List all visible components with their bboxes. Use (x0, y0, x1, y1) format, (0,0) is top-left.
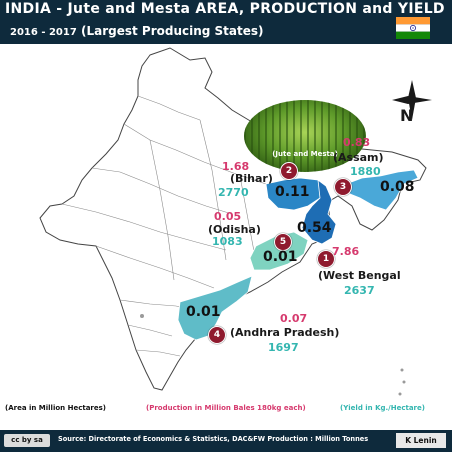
assam-name: (Assam) (333, 151, 384, 164)
title-bar: INDIA - Jute and Mesta AREA, PRODUCTION … (0, 0, 452, 44)
source-note: Source: Directorate of Economics & Stati… (58, 435, 369, 443)
assam-area: 0.08 (380, 179, 415, 195)
andhra-pradesh-production: 0.07 (280, 312, 308, 325)
legend-yield: (Yield in Kg./Hectare) (340, 404, 425, 412)
footer-bar: cc by sa Source: Directorate of Economic… (0, 430, 452, 452)
odisha-name: (Odisha) (208, 223, 261, 236)
andhra-pradesh-yield: 1697 (268, 341, 299, 354)
island-dot (398, 392, 402, 396)
india-flag-icon (396, 17, 430, 39)
rank-badge-2: 2 (280, 162, 298, 180)
north-indicator: N (400, 106, 414, 125)
jute-photo: (Jute and Mesta) (244, 100, 366, 172)
andhra-pradesh-area: 0.01 (186, 304, 221, 320)
map-area: (Jute and Mesta) N 0.83 (Assam) 1880 0.0… (0, 44, 452, 425)
bihar-area: 0.11 (275, 184, 310, 200)
west-bengal-production: 7.86 (332, 245, 360, 258)
island-dot (402, 380, 406, 384)
assam-production: 0.83 (343, 136, 371, 149)
odisha-area: 0.01 (263, 249, 298, 265)
rank-badge-4: 4 (208, 326, 226, 344)
legend-production: (Production in Million Bales 180kg each) (146, 404, 306, 412)
legend-area: (Area in Million Hectares) (5, 404, 106, 412)
india-map (39, 47, 432, 396)
west-bengal-area: 0.54 (297, 220, 332, 236)
jute-stalks (244, 100, 366, 172)
island-dot (400, 368, 404, 372)
rank-badge-5: 5 (274, 233, 292, 251)
island-dot (140, 314, 144, 318)
bihar-name: (Bihar) (230, 172, 273, 185)
state-west-bengal (301, 179, 337, 245)
compass-arrows (392, 80, 432, 120)
map-title: INDIA - Jute and Mesta AREA, PRODUCTION … (5, 1, 445, 17)
bihar-yield: 2770 (218, 186, 249, 199)
state-assam (345, 169, 419, 211)
west-bengal-name: (West Bengal (318, 269, 401, 282)
rank-badge-1: 1 (317, 250, 335, 268)
map-subtitle: 2016 - 2017 (Largest Producing States) (10, 24, 264, 38)
west-bengal-yield: 2637 (344, 284, 375, 297)
cc-license-badge: cc by sa (4, 434, 50, 447)
author-credit: K Lenin (396, 433, 446, 448)
state-andhra-pradesh (177, 275, 253, 341)
bihar-production: 1.68 (222, 160, 250, 173)
legend: (Area in Million Hectares) (Production i… (0, 404, 452, 424)
andhra-pradesh-name: (Andhra Pradesh) (230, 326, 340, 339)
assam-yield: 1880 (350, 165, 381, 178)
years-label: 2016 - 2017 (10, 27, 77, 38)
rank-badge-3: 3 (334, 178, 352, 196)
photo-caption: (Jute and Mesta) (272, 150, 338, 158)
odisha-yield: 1083 (212, 235, 243, 248)
subtitle-label: (Largest Producing States) (80, 24, 264, 38)
odisha-production: 0.05 (214, 210, 242, 223)
